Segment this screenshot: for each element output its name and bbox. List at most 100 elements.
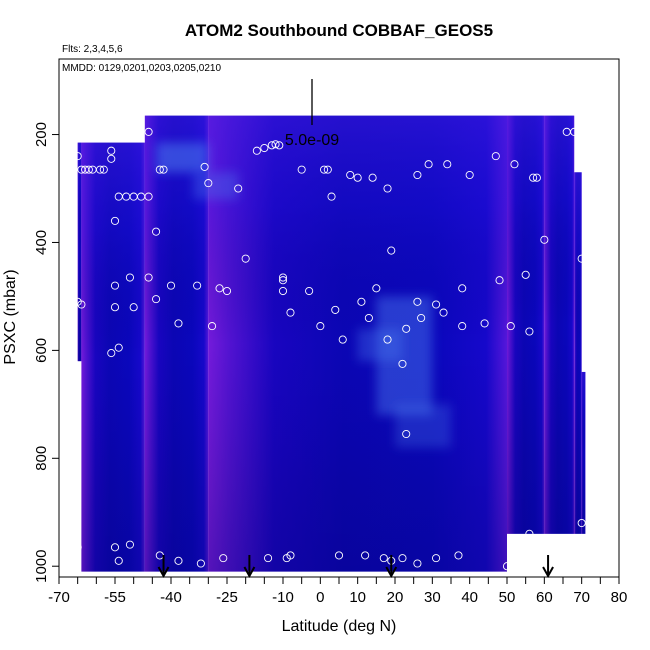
sample-point (193, 281, 202, 290)
sample-point (110, 303, 120, 312)
sample-point (570, 127, 579, 136)
sample-point (413, 297, 422, 306)
sample-point (107, 146, 116, 155)
sample-point (454, 551, 463, 560)
heatmap-column-shade (81, 142, 145, 572)
sample-point (122, 127, 131, 136)
x-tick-label: -10 (272, 589, 294, 606)
heatmap-highlight (156, 142, 209, 173)
sample-point (402, 429, 411, 439)
sample-point (215, 284, 224, 293)
sample-point (379, 554, 388, 563)
sample-point (208, 322, 217, 331)
sample-point (413, 559, 422, 568)
y-axis-label: PSXC (mbar) (2, 269, 19, 364)
sample-point (110, 281, 120, 290)
x-tick-label: 50 (499, 589, 516, 606)
sample-point (73, 543, 82, 552)
sample-point (84, 165, 93, 174)
sample-point (353, 173, 362, 182)
heatmap-column-shade (77, 142, 82, 362)
sample-point (383, 184, 392, 193)
sample-point (110, 543, 120, 552)
sample-point (316, 322, 325, 331)
sample-point (174, 556, 183, 565)
sample-point (357, 297, 366, 306)
sample-point (502, 562, 512, 571)
x-tick-label: 70 (573, 589, 590, 606)
flight-arrow-head (385, 566, 398, 579)
sample-point (114, 343, 123, 352)
y-tick-label: 400 (33, 230, 50, 255)
sample-point (286, 551, 295, 560)
sample-point (107, 154, 116, 163)
sample-point (155, 165, 164, 174)
sample-point (278, 273, 288, 282)
sample-point (525, 529, 534, 538)
sample-point (398, 554, 407, 563)
sample-point (413, 170, 422, 180)
sample-point (521, 270, 530, 279)
sample-point (320, 165, 329, 174)
sample-point (129, 303, 138, 312)
sample-point (577, 518, 586, 528)
y-tick-label: 1000 (33, 550, 50, 583)
sample-point (540, 235, 549, 244)
sample-point (398, 359, 407, 368)
heatmap-highlight (395, 404, 451, 448)
sample-point (417, 313, 426, 323)
sample-point (387, 246, 396, 255)
y-tick-label: 800 (33, 446, 50, 471)
heatmap-highlight (357, 328, 403, 362)
heatmap-column-shade (581, 371, 586, 534)
sample-point (125, 273, 134, 282)
dates-note: MMDD: 0129,0201,0203,0205,0210 (62, 63, 221, 74)
sample-point (271, 140, 280, 149)
sample-point (364, 313, 373, 323)
flight-arrow-head (157, 566, 170, 579)
sample-point (305, 286, 314, 296)
x-tick-label: 60 (536, 589, 553, 606)
sample-point (152, 227, 161, 236)
x-tick-label: 10 (349, 589, 366, 606)
sample-point (361, 551, 370, 560)
x-tick-label: -40 (160, 589, 182, 606)
sample-point (196, 559, 205, 568)
sample-point (529, 173, 538, 182)
plot-frame (58, 58, 620, 578)
sample-point (506, 322, 515, 331)
y-tick-label: 600 (33, 338, 50, 363)
sample-point (219, 554, 228, 563)
sample-point (96, 165, 105, 174)
sample-point (200, 162, 209, 171)
y-tick-label: 200 (33, 122, 50, 147)
sample-point (458, 322, 467, 331)
sample-point (525, 327, 534, 336)
sample-point (439, 308, 448, 317)
scale-label: 5.0e-09 (285, 132, 339, 149)
chart-title: ATOM2 Southbound COBBAF_GEOS5 (185, 21, 493, 40)
sample-point (297, 165, 306, 174)
sample-point (152, 295, 161, 304)
sample-point (402, 324, 411, 333)
sample-point (334, 551, 344, 560)
sample-point (432, 554, 441, 563)
sample-point (458, 284, 467, 293)
heatmap-highlight (193, 172, 239, 200)
sample-point (286, 308, 295, 317)
heatmap-column-shade (574, 172, 582, 534)
sample-point (73, 152, 82, 161)
sample-point (443, 160, 452, 169)
sample-point (532, 173, 541, 182)
flights-note: Flts: 2,3,4,5,6 (62, 44, 123, 55)
sample-point (346, 170, 355, 180)
plot-area (73, 115, 586, 579)
heatmap-column-shade (544, 115, 575, 534)
sample-point (159, 165, 168, 174)
sample-point (275, 141, 284, 150)
flight-arrow-head (542, 566, 554, 579)
sample-point (125, 540, 134, 549)
sample-point (241, 254, 250, 263)
x-tick-label: 0 (316, 589, 324, 606)
sample-point (432, 300, 441, 309)
